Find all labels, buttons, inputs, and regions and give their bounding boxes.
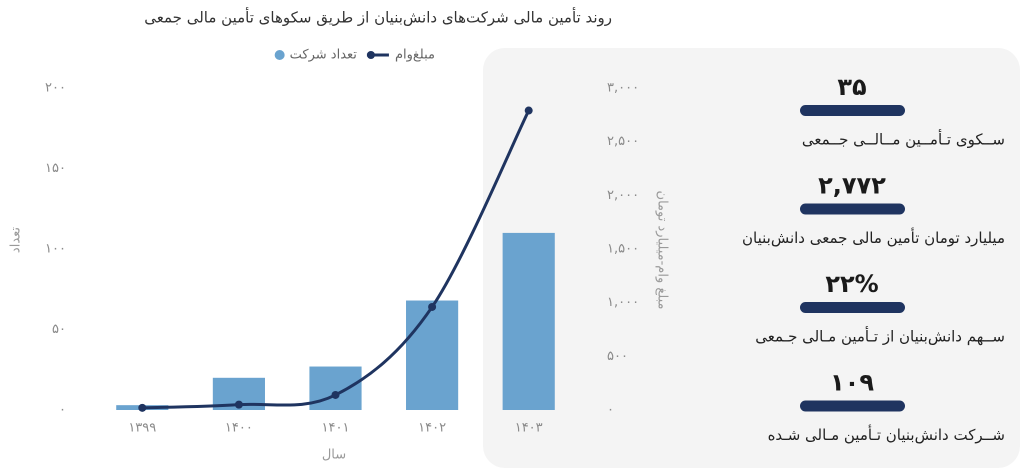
line-point bbox=[428, 302, 437, 311]
stat-value: ۲۲% bbox=[825, 270, 878, 298]
x-tick-label: ۱۳۹۹ bbox=[128, 421, 156, 436]
y2-tick-label: ۱,۰۰۰ bbox=[607, 295, 639, 310]
y2-tick-label: ۲,۵۰۰ bbox=[607, 134, 639, 149]
legend-marker bbox=[274, 50, 285, 60]
y2-tick-label: ۱,۵۰۰ bbox=[607, 242, 639, 257]
y-tick-label: ۱۵۰ bbox=[45, 161, 66, 176]
x-tick-label: ۱۴۰۳ bbox=[515, 421, 543, 436]
x-tick-label: ۱۴۰۱ bbox=[322, 421, 350, 436]
line-point bbox=[524, 106, 533, 115]
stat-value: ۳۵ bbox=[837, 73, 866, 101]
stat-bar bbox=[800, 203, 905, 215]
legend-label: مبلغ‌وام bbox=[395, 48, 435, 63]
stats-panel bbox=[483, 48, 1020, 468]
bar bbox=[502, 232, 555, 410]
line-point bbox=[138, 403, 147, 412]
y2-axis-title: مبلغ وام-میلیارد تومان bbox=[655, 191, 670, 310]
stat-value: ۲,۷۷۲ bbox=[818, 172, 886, 200]
y2-tick-label: ۵۰۰ bbox=[607, 349, 628, 364]
line bbox=[142, 109, 531, 410]
bar bbox=[406, 300, 459, 410]
y-axis-title: تعداد bbox=[9, 227, 24, 253]
y2-tick-label: ۲,۰۰۰ bbox=[607, 188, 639, 203]
y-tick-label: ۱۰۰ bbox=[45, 242, 66, 257]
x-tick-label: ۱۴۰۲ bbox=[418, 421, 446, 436]
stat-value: ۱۰۹ bbox=[830, 369, 874, 397]
x-tick-label: ۱۴۰۰ bbox=[225, 421, 253, 436]
stat-bar bbox=[800, 105, 905, 116]
stat-label: میلیارد تومان تأمین مالی جمعی دانش‌بنیان bbox=[742, 227, 1005, 247]
x-axis-title: سال bbox=[322, 448, 346, 463]
legend-marker bbox=[366, 51, 375, 59]
bar bbox=[309, 366, 362, 410]
legend-label: تعداد شرکت bbox=[290, 48, 358, 63]
stat-label: ســهم دانش‌بنیان از تـأمین مـالی جـمعی bbox=[755, 326, 1005, 346]
y-tick-label: ۵۰ bbox=[52, 322, 66, 337]
stat-bar bbox=[800, 302, 905, 313]
stat-label: شــرکت دانش‌بنیان تـأمین مـالی شـده bbox=[768, 424, 1005, 444]
line-point bbox=[234, 400, 243, 409]
stat-bar bbox=[800, 400, 905, 412]
y-tick-label: ۲۰۰ bbox=[45, 81, 66, 96]
line-point bbox=[331, 390, 340, 399]
y2-tick-label: ۳,۰۰۰ bbox=[607, 81, 639, 96]
stat-label: ســکوی تـأمــین مــالــی جــمعی bbox=[802, 129, 1005, 149]
chart-title: روند تأمین مالی شرکت‌های دانش‌بنیان از ط… bbox=[144, 7, 612, 27]
y2-tick-label: ۰ bbox=[607, 403, 614, 418]
y-tick-label: ۰ bbox=[59, 403, 66, 418]
